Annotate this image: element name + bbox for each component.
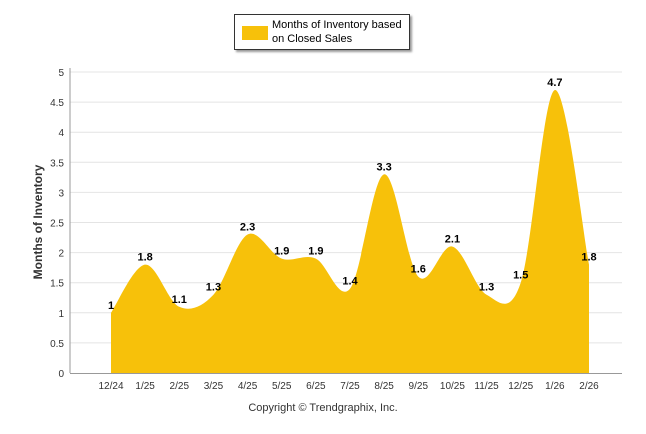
x-tick-label: 10/25 xyxy=(440,381,465,392)
x-tick-labels: 12/24 1/25 2/25 3/25 4/25 5/25 6/25 7/25 8/25 9/2… xyxy=(98,381,599,392)
y-tick-label: 3.5 xyxy=(50,158,64,169)
x-tick-label: 4/25 xyxy=(238,381,258,392)
data-label: 1.4 xyxy=(342,276,358,288)
x-tick-label: 8/25 xyxy=(374,381,394,392)
data-labels: 1 1.8 1.1 1.3 2.3 1.9 1.9 1.4 3.3 1.6 2.1 1.3 1.5 4.7… xyxy=(108,77,597,312)
y-axis-label: Months of Inventory xyxy=(31,164,45,280)
data-label: 1.3 xyxy=(479,282,494,294)
y-tick-label: 4.5 xyxy=(50,98,64,109)
x-tick-label: 3/25 xyxy=(204,381,224,392)
x-tick-label: 1/26 xyxy=(545,381,565,392)
data-label: 1.5 xyxy=(513,270,528,282)
y-tick-label: 1 xyxy=(58,309,64,320)
axes xyxy=(69,68,622,374)
x-tick-label: 2/26 xyxy=(579,381,599,392)
y-tick-label: 2 xyxy=(58,249,64,260)
y-tick-label: 0.5 xyxy=(50,339,64,350)
data-label: 1.1 xyxy=(172,294,187,306)
y-tick-label: 3 xyxy=(58,188,64,199)
x-tick-label: 2/25 xyxy=(170,381,190,392)
data-label: 1.3 xyxy=(206,282,221,294)
x-tick-label: 6/25 xyxy=(306,381,326,392)
area-series xyxy=(111,90,589,373)
x-tick-label: 11/25 xyxy=(474,381,499,392)
data-label: 1.8 xyxy=(581,252,596,264)
data-label: 2.3 xyxy=(240,222,255,234)
y-tick-label: 0 xyxy=(58,369,64,380)
data-label: 1.8 xyxy=(137,252,152,264)
y-tick-label: 2.5 xyxy=(50,219,64,230)
x-tick-label: 12/24 xyxy=(98,381,123,392)
x-tick-label: 1/25 xyxy=(135,381,155,392)
data-label: 2.1 xyxy=(445,234,460,246)
data-label: 1 xyxy=(108,300,114,312)
area-fill xyxy=(111,90,589,373)
legend-swatch xyxy=(242,26,268,40)
y-tick-label: 1.5 xyxy=(50,279,64,290)
legend: Months of Inventory based on Closed Sale… xyxy=(234,14,410,50)
copyright: Copyright © Trendgraphix, Inc. xyxy=(248,402,398,414)
x-tick-label: 12/25 xyxy=(508,381,533,392)
y-tick-labels: 0 0.5 1 1.5 2 2.5 3 3.5 4 4.5 5 xyxy=(50,68,64,380)
data-label: 3.3 xyxy=(376,161,391,173)
data-label: 4.7 xyxy=(547,77,562,89)
y-tick-label: 4 xyxy=(58,128,64,139)
data-label: 1.6 xyxy=(411,264,426,276)
data-label: 1.9 xyxy=(274,246,289,258)
x-tick-label: 9/25 xyxy=(409,381,429,392)
x-tick-label: 5/25 xyxy=(272,381,292,392)
legend-label: Months of Inventory based on Closed Sale… xyxy=(272,19,402,45)
x-tick-label: 7/25 xyxy=(340,381,360,392)
y-tick-label: 5 xyxy=(58,68,64,79)
data-label: 1.9 xyxy=(308,246,323,258)
